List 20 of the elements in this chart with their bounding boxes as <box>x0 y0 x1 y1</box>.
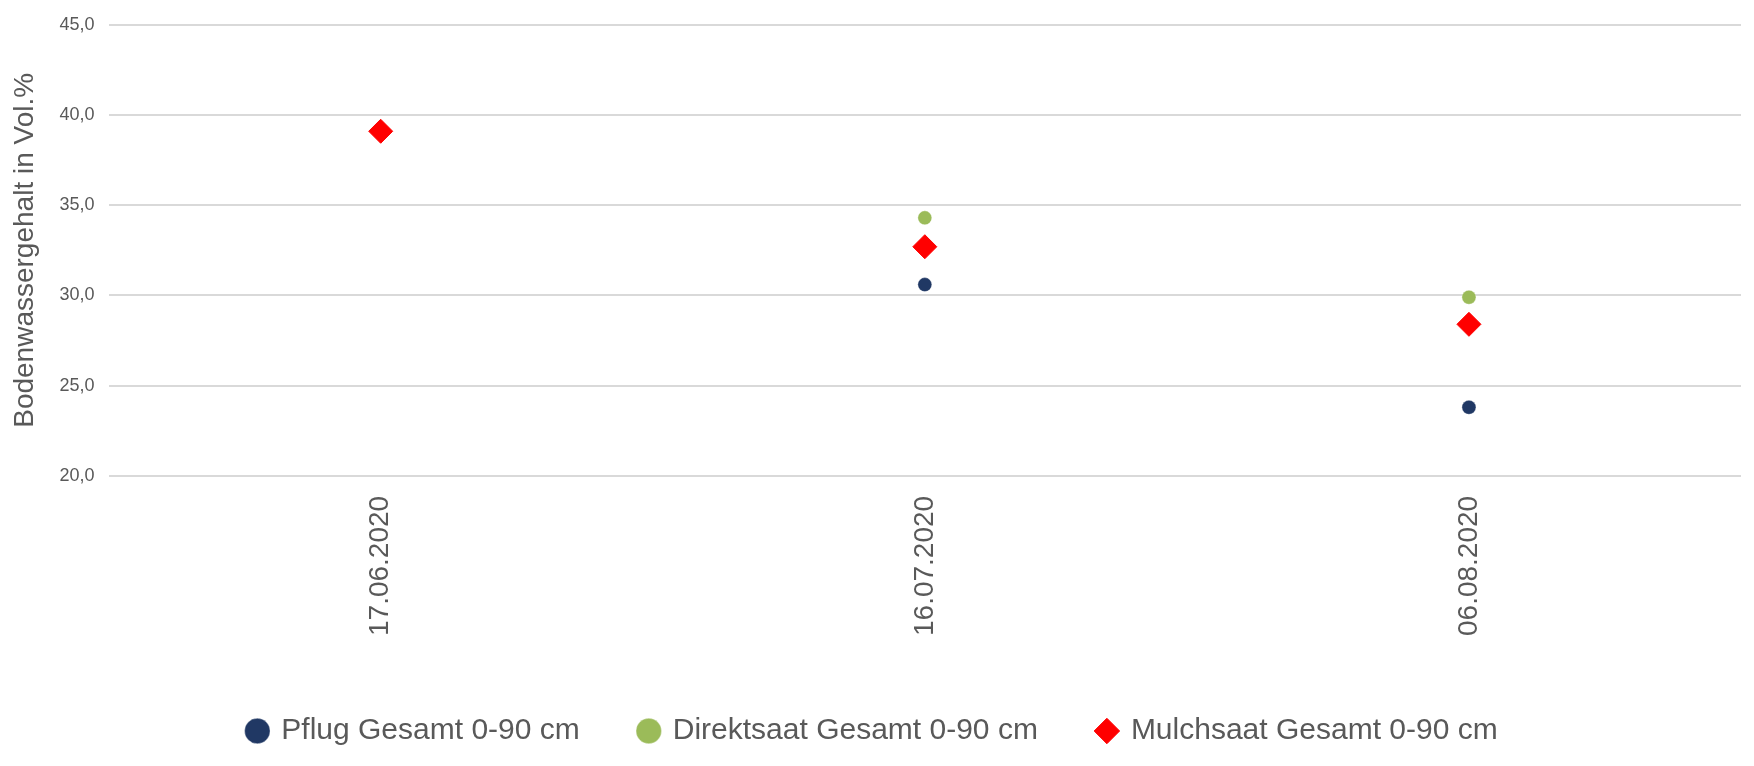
x-tick-label: 16.07.2020 <box>907 495 939 636</box>
legend-label: Direktsaat Gesamt 0-90 cm <box>672 712 1038 746</box>
x-tick-label: 06.08.2020 <box>1451 495 1483 636</box>
point <box>912 234 938 260</box>
y-tick-label: 40,0 <box>59 103 95 124</box>
y-tick-label: 20,0 <box>59 464 95 485</box>
y-tick-label: 35,0 <box>59 194 95 215</box>
y-axis-title: Bodenwassergehalt in Vol.% <box>7 72 39 428</box>
point <box>1461 289 1477 305</box>
point <box>368 118 394 144</box>
y-tick-label: 30,0 <box>59 284 95 305</box>
point <box>1456 311 1482 337</box>
point <box>917 210 933 226</box>
y-tick-label: 45,0 <box>59 13 95 34</box>
y-tick-label: 25,0 <box>59 374 95 395</box>
legend-label: Mulchsaat Gesamt 0-90 cm <box>1130 712 1498 746</box>
point <box>1461 399 1477 415</box>
x-tick-label: 17.06.2020 <box>363 495 395 636</box>
point <box>917 277 933 293</box>
legend-label: Pflug Gesamt 0-90 cm <box>281 712 580 746</box>
